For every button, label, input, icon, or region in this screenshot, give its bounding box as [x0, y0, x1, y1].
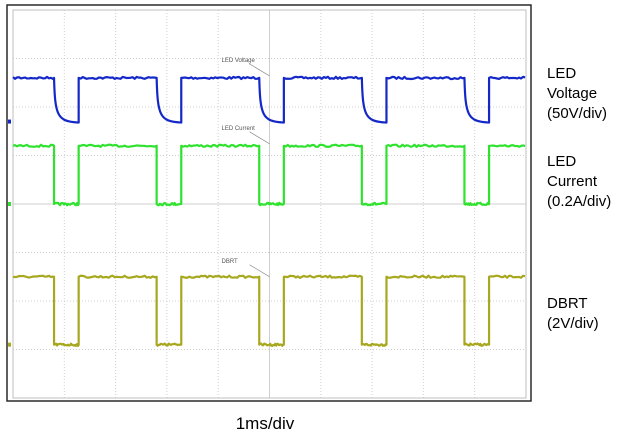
- led-current-label-line2: Current: [547, 173, 598, 190]
- timebase-label: 1ms/div: [235, 414, 295, 433]
- ground-marker: [8, 119, 11, 124]
- ground-marker: [8, 342, 11, 347]
- dbrt-label-line1: DBRT: [547, 295, 588, 312]
- led-voltage-label: LED Voltage (50V/div): [547, 64, 607, 124]
- dbrt-label: DBRT (2V/div): [547, 294, 599, 334]
- trace-led-current: [12, 143, 526, 207]
- led-voltage-scale: (50V/div): [547, 105, 608, 122]
- led-current-scale: (0.2A/div): [547, 193, 612, 210]
- dbrt-scale: (2V/div): [547, 315, 599, 332]
- annotation-leader: [249, 63, 270, 77]
- led-current-label-line1: LED: [547, 153, 577, 170]
- annotation-2: DBRT: [222, 259, 239, 265]
- annotation-leader: [249, 131, 270, 145]
- annotation-0: LED Voltage: [222, 58, 256, 64]
- led-voltage-label-line2: Voltage: [547, 85, 598, 102]
- ground-marker: [8, 202, 11, 206]
- led-current-label: LED Current (0.2A/div): [547, 152, 611, 212]
- trace-dbrt: [12, 274, 526, 347]
- waveform-traces: [8, 75, 526, 347]
- graticule-border: [12, 9, 527, 399]
- led-voltage-label-line1: LED: [547, 65, 577, 82]
- annotation-leader: [249, 264, 270, 278]
- trace-annotations: LED Voltage LED Current DBRT: [222, 58, 270, 278]
- annotation-1: LED Current: [222, 126, 256, 132]
- trace-led-voltage: [12, 75, 526, 124]
